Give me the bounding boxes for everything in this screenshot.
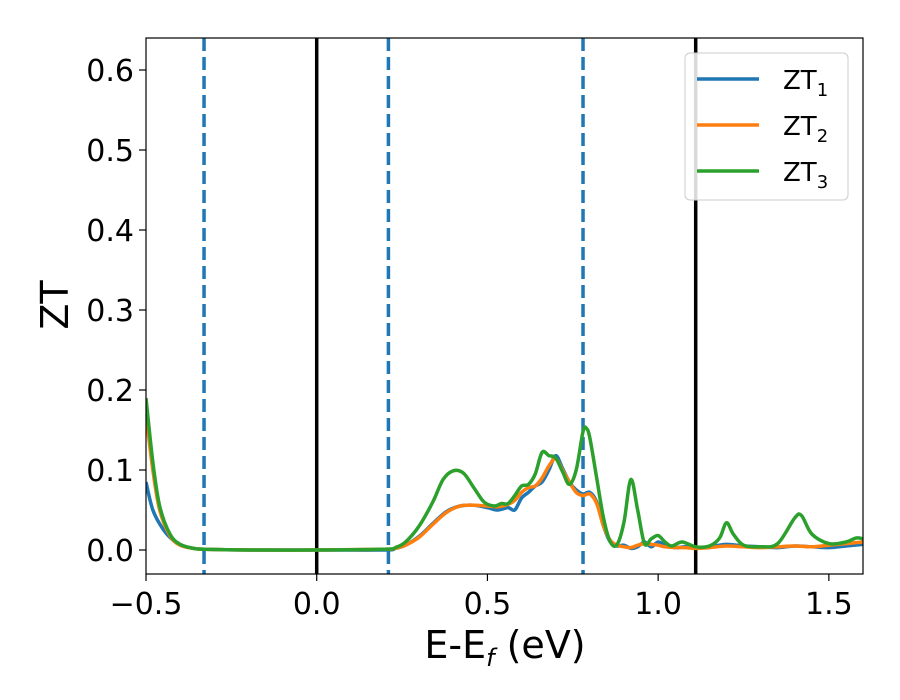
y-tick-label: 0.1: [86, 454, 134, 489]
y-tick-label: 0.4: [86, 214, 134, 249]
series-line-zt2: [146, 413, 863, 552]
y-tick-label: 0.2: [86, 374, 134, 409]
y-axis-ticks: 0.0 0.1 0.2 0.3 0.4 0.5 0.6: [86, 54, 146, 569]
y-tick-label: 0.6: [86, 54, 134, 89]
x-axis-label: E-Ef (eV): [424, 623, 585, 672]
series-line-zt3: [146, 397, 863, 552]
x-tick-label: −0.5: [110, 587, 183, 622]
legend-label-zt2: ZT2: [783, 112, 828, 147]
legend-label-zt3: ZT3: [783, 158, 828, 193]
x-tick-label: 1.0: [634, 587, 682, 622]
vertical-reference-lines: [202, 38, 698, 574]
y-tick-label: 0.5: [86, 134, 134, 169]
x-tick-label: 0.5: [464, 587, 512, 622]
legend-box: [684, 52, 849, 201]
plot-frame: [145, 37, 864, 575]
legend: ZT1 ZT2 ZT3: [684, 52, 849, 201]
legend-label-zt1: ZT1: [783, 66, 828, 101]
y-axis-label: ZT: [33, 280, 77, 330]
y-tick-label: 0.3: [86, 294, 134, 329]
x-tick-label: 0.0: [293, 587, 341, 622]
y-tick-label: 0.0: [86, 534, 134, 569]
x-axis-ticks: −0.5 0.0 0.5 1.0 1.5: [110, 574, 853, 622]
x-tick-label: 1.5: [805, 587, 853, 622]
series-lines: [146, 397, 863, 552]
